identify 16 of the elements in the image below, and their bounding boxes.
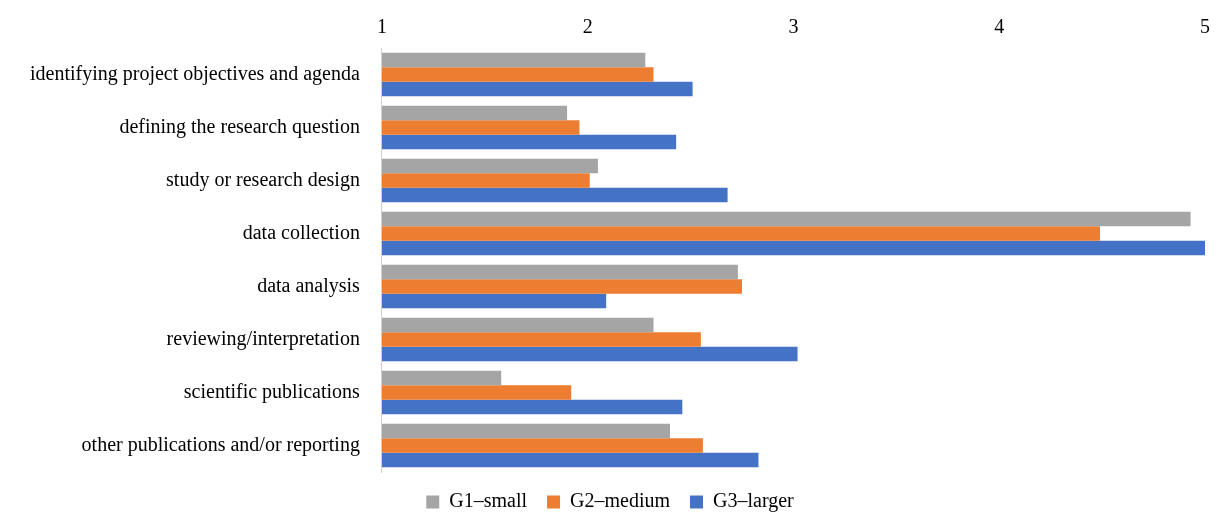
- x-tick-label: 2: [582, 15, 593, 38]
- y-tick-label: study or research design: [166, 167, 360, 191]
- legend-label: G2–medium: [570, 489, 671, 512]
- x-tick-label: 4: [994, 15, 1005, 38]
- legend-label: G1–small: [449, 489, 528, 512]
- x-tick-label: 5: [1200, 15, 1210, 38]
- y-tick-label: other publications and/or reporting: [81, 432, 360, 456]
- x-tick-label: 3: [788, 15, 799, 38]
- y-tick-label: data collection: [242, 220, 360, 243]
- y-tick-label: reviewing/interpretation: [166, 326, 360, 350]
- y-tick-label: identifying project objectives and agenda: [29, 61, 360, 85]
- x-tick-label: 1: [376, 15, 387, 38]
- y-tick-label: defining the research question: [119, 114, 360, 138]
- y-tick-label: scientific publications: [183, 379, 361, 403]
- legend-label: G3–larger: [713, 489, 795, 513]
- y-tick-label: data analysis: [257, 273, 361, 297]
